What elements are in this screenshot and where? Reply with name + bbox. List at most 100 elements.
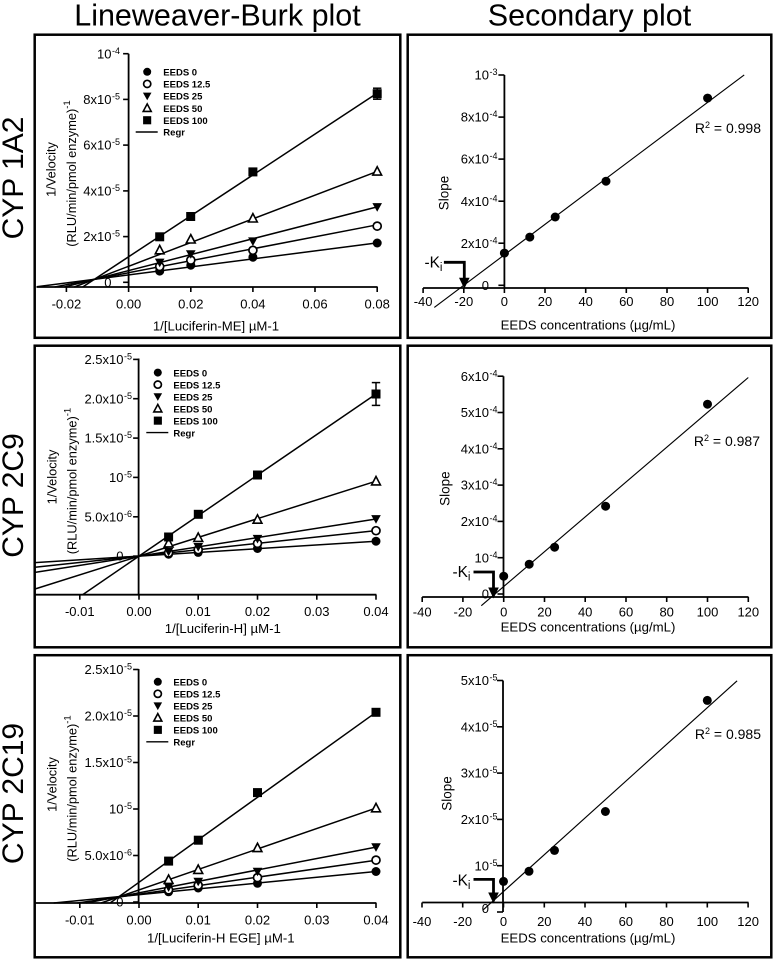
svg-text:0.02: 0.02 <box>245 604 270 619</box>
svg-text:4x10: 4x10 <box>461 194 489 209</box>
svg-text:EEDS 0: EEDS 0 <box>163 68 197 79</box>
svg-text:10: 10 <box>475 858 489 873</box>
svg-text:1/Velocity: 1/Velocity <box>45 449 60 504</box>
svg-text:0.03: 0.03 <box>304 604 329 619</box>
svg-text:EEDS 25: EEDS 25 <box>173 392 213 403</box>
svg-text:0.01: 0.01 <box>186 913 211 928</box>
svg-text:0: 0 <box>501 294 508 309</box>
svg-text:20: 20 <box>538 294 552 309</box>
svg-text:-3: -3 <box>490 67 498 77</box>
svg-text:2x10: 2x10 <box>461 236 489 251</box>
svg-text:1/Velocity: 1/Velocity <box>44 142 59 197</box>
svg-text:-40: -40 <box>413 605 432 620</box>
svg-text:EEDS concentrations (µg/mL): EEDS concentrations (µg/mL) <box>501 620 676 635</box>
svg-text:-5: -5 <box>124 352 132 362</box>
svg-text:60: 60 <box>619 605 633 620</box>
svg-text:60: 60 <box>619 914 633 929</box>
svg-text:Slope: Slope <box>440 776 455 811</box>
svg-text:0.06: 0.06 <box>302 296 327 311</box>
svg-text:EEDS concentrations (µg/mL): EEDS concentrations (µg/mL) <box>501 318 676 333</box>
svg-text:10: 10 <box>475 68 489 83</box>
svg-text:-5: -5 <box>124 662 132 672</box>
svg-text:-4: -4 <box>490 405 498 415</box>
svg-text:EEDS 12.5: EEDS 12.5 <box>173 380 221 391</box>
svg-text:4x10: 4x10 <box>461 441 489 456</box>
svg-text:40: 40 <box>578 605 592 620</box>
svg-text:5.0x10: 5.0x10 <box>84 848 123 863</box>
svg-text:0.04: 0.04 <box>240 296 265 311</box>
svg-text:EEDS concentrations (µg/mL): EEDS concentrations (µg/mL) <box>501 931 676 946</box>
svg-text:-20: -20 <box>454 605 473 620</box>
svg-text:1/[Luciferin-ME] µM-1: 1/[Luciferin-ME] µM-1 <box>153 319 279 334</box>
svg-text:5.0x10: 5.0x10 <box>84 509 123 524</box>
svg-text:3x10: 3x10 <box>461 766 489 781</box>
svg-text:80: 80 <box>659 605 673 620</box>
svg-text:0.04: 0.04 <box>363 604 388 619</box>
svg-text:2.5x10: 2.5x10 <box>84 352 123 367</box>
svg-text:2x10: 2x10 <box>83 229 111 244</box>
svg-text:0.08: 0.08 <box>365 296 390 311</box>
svg-text:EEDS 50: EEDS 50 <box>173 404 212 415</box>
svg-text:10: 10 <box>97 46 111 61</box>
svg-text:100: 100 <box>697 294 719 309</box>
svg-text:-40: -40 <box>414 294 433 309</box>
svg-text:8x10: 8x10 <box>461 110 489 125</box>
svg-text:-20: -20 <box>453 914 472 929</box>
svg-text:(RLU/min/pmol enzyme)-1: (RLU/min/pmol enzyme)-1 <box>62 100 80 246</box>
svg-text:-5: -5 <box>124 470 132 480</box>
svg-text:-20: -20 <box>454 294 473 309</box>
svg-text:0: 0 <box>116 895 123 910</box>
svg-text:0: 0 <box>500 914 507 929</box>
svg-text:20: 20 <box>537 605 551 620</box>
svg-text:Slope: Slope <box>437 176 452 211</box>
svg-text:CYP 2C9: CYP 2C9 <box>0 433 30 558</box>
svg-text:8x10: 8x10 <box>83 92 111 107</box>
svg-text:-4: -4 <box>490 550 498 560</box>
svg-text:5x10: 5x10 <box>461 673 489 688</box>
svg-text:-4: -4 <box>490 477 498 487</box>
svg-text:1/Velocity: 1/Velocity <box>45 757 60 812</box>
svg-text:20: 20 <box>537 914 551 929</box>
svg-text:Regr: Regr <box>163 128 185 139</box>
svg-text:-4: -4 <box>490 514 498 524</box>
svg-text:0.01: 0.01 <box>186 604 211 619</box>
svg-text:-5: -5 <box>112 92 120 102</box>
svg-text:-4: -4 <box>490 235 498 245</box>
svg-text:Secondary plot: Secondary plot <box>488 0 692 33</box>
svg-text:-Ki: -Ki <box>453 873 471 893</box>
svg-text:2x10: 2x10 <box>461 812 489 827</box>
svg-text:0.02: 0.02 <box>245 913 270 928</box>
svg-text:-4: -4 <box>490 193 498 203</box>
svg-text:EEDS 100: EEDS 100 <box>163 116 207 127</box>
svg-text:EEDS 50: EEDS 50 <box>173 714 212 725</box>
svg-text:3x10: 3x10 <box>461 478 489 493</box>
svg-text:1.5x10: 1.5x10 <box>84 755 123 770</box>
svg-text:2x10: 2x10 <box>461 514 489 529</box>
svg-text:1/[Luciferin-H] µM-1: 1/[Luciferin-H] µM-1 <box>165 621 281 636</box>
svg-text:0.02: 0.02 <box>178 296 203 311</box>
svg-text:-5: -5 <box>490 673 498 683</box>
svg-text:1/[Luciferin-H EGE] µM-1: 1/[Luciferin-H EGE] µM-1 <box>147 931 295 946</box>
svg-text:-Ki: -Ki <box>453 564 471 584</box>
svg-text:Regr: Regr <box>173 738 195 749</box>
svg-text:10: 10 <box>475 550 489 565</box>
svg-text:100: 100 <box>697 605 719 620</box>
svg-text:40: 40 <box>578 914 592 929</box>
svg-text:CYP 2C19: CYP 2C19 <box>0 723 30 864</box>
svg-text:0: 0 <box>482 278 489 293</box>
svg-text:-Ki: -Ki <box>425 255 443 275</box>
svg-text:10: 10 <box>109 470 123 485</box>
svg-text:-5: -5 <box>124 708 132 718</box>
svg-text:-5: -5 <box>124 430 132 440</box>
svg-text:EEDS 12.5: EEDS 12.5 <box>173 690 221 701</box>
svg-text:0.04: 0.04 <box>363 913 388 928</box>
svg-text:1.5x10: 1.5x10 <box>84 431 123 446</box>
svg-text:120: 120 <box>737 914 759 929</box>
svg-text:6x10: 6x10 <box>461 152 489 167</box>
svg-text:-4: -4 <box>490 109 498 119</box>
svg-text:R2 = 0.987: R2 = 0.987 <box>694 433 760 449</box>
svg-text:EEDS 25: EEDS 25 <box>173 702 213 713</box>
svg-text:0.00: 0.00 <box>116 296 141 311</box>
svg-text:4x10: 4x10 <box>83 184 111 199</box>
svg-text:EEDS 100: EEDS 100 <box>173 416 217 427</box>
